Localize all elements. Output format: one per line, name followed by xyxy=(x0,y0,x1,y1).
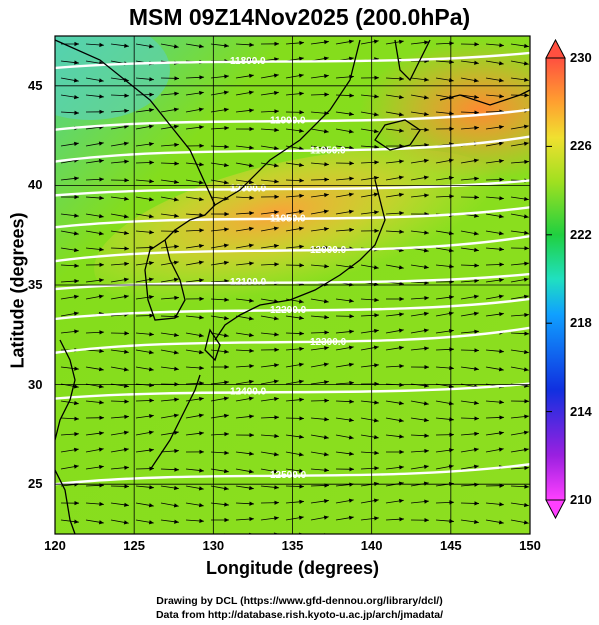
map-title: MSM 09Z14Nov2025 (200.0hPa) xyxy=(128,4,471,30)
x-tick-label: 150 xyxy=(519,538,541,553)
colorbar xyxy=(545,38,566,520)
credit-data: Data from http://database.rish.kyoto-u.a… xyxy=(155,609,444,621)
contour-label: 11800.0 xyxy=(230,56,266,67)
colorbar-tick-label: 218 xyxy=(570,315,592,331)
x-tick-label: 125 xyxy=(123,538,145,553)
y-tick-label: 30 xyxy=(28,376,43,392)
contour-label: 11900.0 xyxy=(270,116,306,127)
y-tick-label: 35 xyxy=(28,277,43,292)
contour-label: 12500.0 xyxy=(270,470,307,481)
x-tick-label: 135 xyxy=(281,538,304,553)
contour-label: 12200.0 xyxy=(270,305,307,316)
contour-label: 12000.0 xyxy=(310,245,347,256)
colorbar-tick-label: 214 xyxy=(570,403,592,419)
height-contour xyxy=(55,108,530,131)
x-tick-label: 130 xyxy=(202,538,225,553)
contour-label: 12000.0 xyxy=(230,183,267,194)
height-contour xyxy=(55,206,530,229)
x-tick-label: 120 xyxy=(44,538,66,553)
x-tick-label: 145 xyxy=(439,538,462,553)
colorbar-tick-label: 222 xyxy=(570,226,592,242)
contour-label: 12400.0 xyxy=(230,387,267,398)
height-contour xyxy=(55,463,530,486)
height-contours: 11800.0 11900.0 11950.0 12000.0 11950.0 12000… xyxy=(55,51,530,486)
temperature-field: 11800.0 11900.0 11950.0 12000.0 11950.0 12000… xyxy=(55,36,530,534)
colorbar-tick-label: 230 xyxy=(570,50,592,65)
x-tick-label: 140 xyxy=(360,538,383,553)
y-axis-label: Latitude (degrees) xyxy=(7,212,28,369)
contour-label: 12300.0 xyxy=(310,337,347,348)
y-tick-label: 45 xyxy=(28,77,43,93)
contour-label: 12100.0 xyxy=(230,277,267,288)
height-contour xyxy=(55,382,530,400)
colorbar-tick-label: 210 xyxy=(570,492,592,507)
credit-drawing: Drawing by DCL (https://www.gfd-dennou.o… xyxy=(156,595,443,607)
colorbar-tick-label: 226 xyxy=(570,138,592,154)
y-tick-label: 25 xyxy=(28,476,43,492)
contour-label: 11950.0 xyxy=(310,146,346,157)
height-contour xyxy=(55,51,530,70)
height-contour xyxy=(55,135,530,163)
y-tick-label: 40 xyxy=(28,177,43,193)
x-axis-label: Longitude (degrees) xyxy=(205,558,379,578)
contour-label: 11950.0 xyxy=(270,213,306,224)
height-contour xyxy=(55,234,530,263)
height-contour xyxy=(55,326,530,354)
height-contour xyxy=(55,297,530,321)
